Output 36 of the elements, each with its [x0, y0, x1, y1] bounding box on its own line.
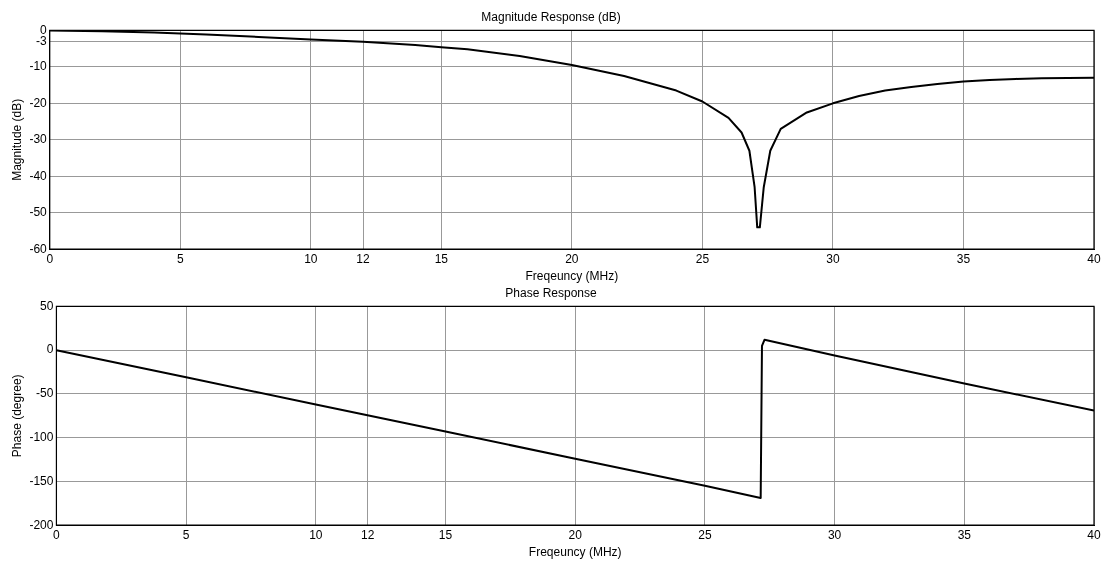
x-tick-label: 10 — [309, 527, 323, 542]
y-tick-label: -20 — [29, 95, 48, 110]
y-tick-label: -200 — [29, 517, 54, 532]
y-tick-label: -40 — [29, 168, 48, 183]
x-tick-label: 25 — [698, 527, 712, 542]
x-axis-title: Freqeuncy (MHz) — [525, 269, 619, 284]
y-tick-label: -50 — [29, 205, 48, 220]
x-tick-label: 40 — [1087, 251, 1101, 266]
x-tick-label: 5 — [176, 251, 184, 266]
y-tick-label: -60 — [29, 241, 48, 256]
x-tick-label: 30 — [826, 251, 840, 266]
chart-title: Magnitude Response (dB) — [481, 9, 621, 24]
y-tick-label: -10 — [29, 59, 48, 74]
y-tick-label: -30 — [29, 132, 48, 147]
x-tick-label: 35 — [957, 527, 972, 542]
x-tick-label: 25 — [695, 251, 710, 266]
chart-title: Phase Response — [505, 285, 598, 300]
x-tick-label: 12 — [356, 251, 371, 266]
x-tick-label: 30 — [827, 527, 842, 542]
x-tick-label: 20 — [568, 527, 583, 542]
x-tick-label: 5 — [182, 527, 190, 542]
y-tick-label: -100 — [29, 429, 54, 444]
x-tick-label: 35 — [956, 251, 971, 266]
y-axis-title: Phase (degree) — [9, 374, 24, 458]
y-axis-title: Magnitude (dB) — [9, 98, 24, 181]
x-tick-label: 15 — [438, 527, 453, 542]
y-tick-label: 50 — [40, 298, 54, 313]
y-tick-label: -50 — [36, 386, 54, 401]
x-tick-label: 15 — [434, 251, 449, 266]
x-tick-label: 20 — [565, 251, 579, 266]
x-tick-label: 12 — [361, 527, 375, 542]
x-axis-title: Freqeuncy (MHz) — [528, 545, 622, 560]
x-tick-label: 40 — [1087, 527, 1101, 542]
y-tick-label: 0 — [46, 342, 54, 357]
x-tick-label: 10 — [304, 251, 318, 266]
y-tick-label: -150 — [29, 473, 54, 488]
